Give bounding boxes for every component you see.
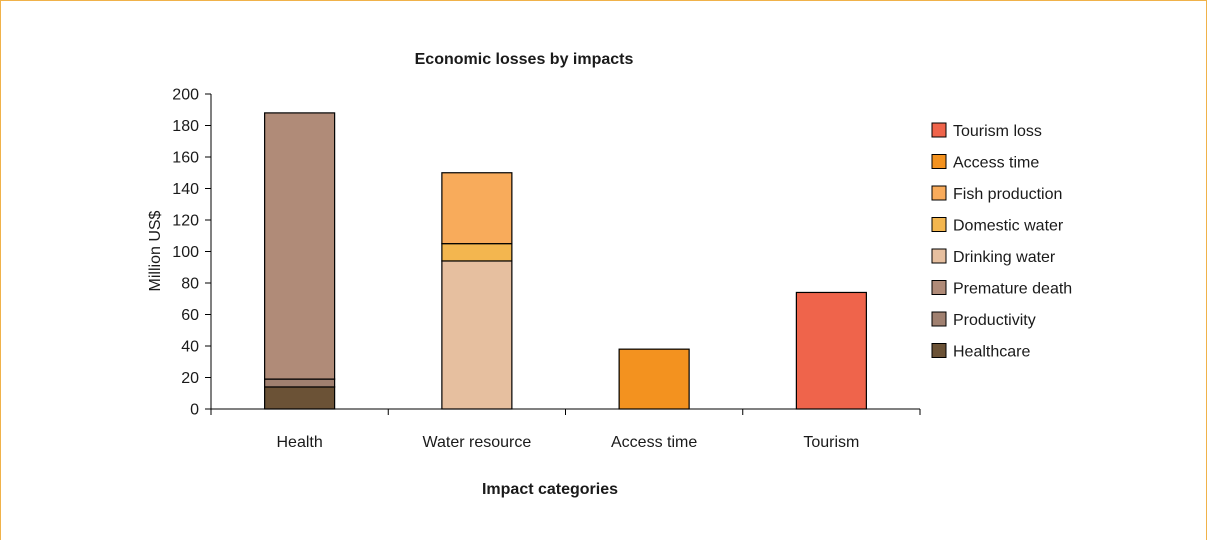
legend-swatch	[931, 343, 947, 358]
legend-item-premature-death: Premature death	[931, 280, 1072, 298]
legend-swatch	[931, 280, 947, 295]
legend-item-access-time: Access time	[931, 154, 1039, 172]
y-tick-label: 80	[181, 276, 199, 293]
y-tick-label: 40	[181, 339, 199, 356]
bar-water-resource-domestic-water	[441, 243, 513, 262]
legend-swatch	[931, 154, 947, 169]
legend-swatch	[931, 248, 947, 264]
legend-label: Tourism loss	[953, 123, 1042, 140]
bar-water-resource-drinking-water	[441, 260, 513, 410]
x-axis-label: Impact categories	[482, 481, 618, 498]
legend-item-healthcare: Healthcare	[931, 343, 1030, 361]
x-tick-label-tourism: Tourism	[803, 434, 859, 451]
legend-swatch	[931, 217, 947, 232]
bars	[264, 112, 867, 410]
legend-item-fish-production: Fish production	[931, 185, 1062, 203]
x-tick-label-access-time: Access time	[611, 434, 697, 451]
chart-title: Economic losses by impacts	[415, 51, 634, 68]
y-tick-label: 60	[181, 307, 199, 324]
legend-swatch	[931, 185, 947, 201]
legend-label: Productivity	[953, 312, 1036, 329]
y-tick-label: 160	[172, 150, 199, 167]
bar-access-time-access-time	[618, 348, 690, 410]
legend-label: Domestic water	[953, 218, 1064, 235]
legend-item-domestic-water: Domestic water	[931, 217, 1064, 235]
legend-label: Drinking water	[953, 249, 1056, 266]
x-tick-label-health: Health	[277, 434, 323, 451]
legend-label: Fish production	[953, 186, 1062, 203]
bar-tourism-tourism-loss	[795, 291, 867, 410]
x-tick-label-water-resource: Water resource	[422, 434, 531, 451]
y-tick-label: 100	[172, 244, 199, 261]
legend-swatch	[931, 122, 947, 138]
y-tick-label: 20	[181, 370, 199, 387]
legend-item-productivity: Productivity	[931, 311, 1036, 329]
y-tick-label: 140	[172, 181, 199, 198]
legend: Tourism loss Access time Fish production Do…	[931, 122, 1072, 361]
bar-health-productivity	[264, 378, 336, 388]
bar-water-resource-fish-production	[441, 172, 513, 245]
y-axis-label: Million US$	[147, 210, 164, 291]
legend-item-tourism-loss: Tourism loss	[931, 122, 1042, 140]
y-tick-label: 180	[172, 118, 199, 135]
bar-health-premature-death	[264, 112, 336, 380]
legend-item-drinking-water: Drinking water	[931, 248, 1056, 266]
legend-label: Healthcare	[953, 344, 1030, 361]
axes: 0 20 40 60 80 100 120 140 160 180 200 Health Water r…	[172, 87, 921, 451]
y-tick-label: 120	[172, 213, 199, 230]
y-tick-label: 200	[172, 87, 199, 104]
legend-label: Access time	[953, 155, 1039, 172]
legend-swatch	[931, 311, 947, 327]
legend-label: Premature death	[953, 281, 1072, 298]
y-tick-label: 0	[190, 402, 199, 419]
bar-health-healthcare	[264, 386, 336, 410]
stacked-bar-chart: Economic losses by impacts Million US$ I…	[147, 51, 1072, 498]
